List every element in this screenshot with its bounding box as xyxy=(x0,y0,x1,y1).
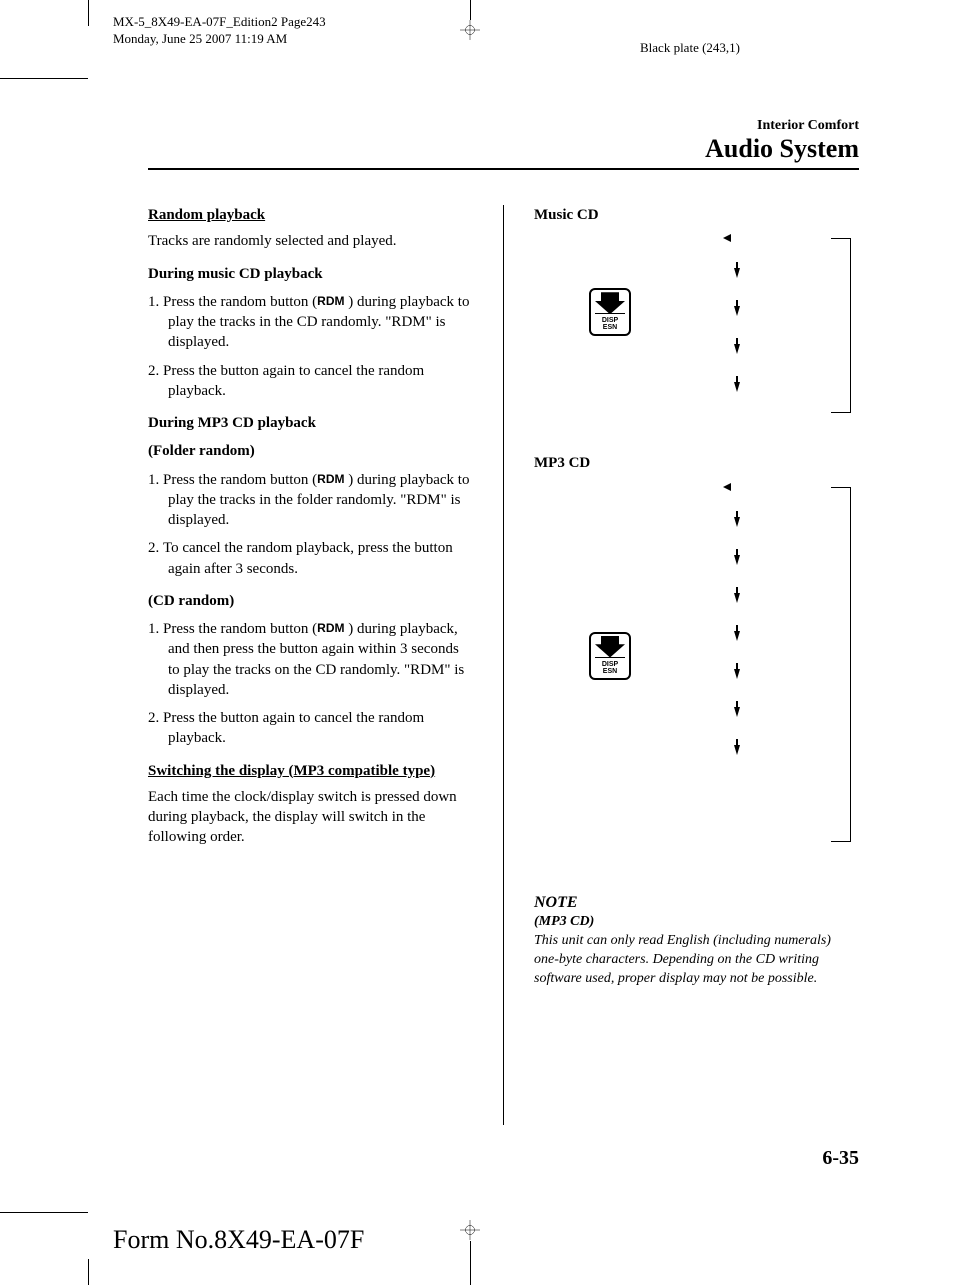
switching-display-body: Each time the clock/display switch is pr… xyxy=(148,787,473,848)
during-mp3-cd-heading: During MP3 CD playback xyxy=(148,413,473,433)
crop-mark-icon xyxy=(470,0,471,20)
during-music-cd-heading: During music CD playback xyxy=(148,264,473,284)
down-arrow-icon xyxy=(734,268,740,278)
crop-mark-icon xyxy=(470,1241,471,1285)
crop-mark-icon xyxy=(0,1212,88,1213)
down-arrow-icon xyxy=(734,382,740,392)
registration-mark-icon xyxy=(460,1220,480,1240)
down-arrow-icon xyxy=(734,707,740,717)
down-arrow-icon xyxy=(734,593,740,603)
rdm-button-label: RDM xyxy=(317,621,344,635)
down-arrow-icon xyxy=(734,669,740,679)
header-category: Interior Comfort xyxy=(705,118,859,134)
list-item: 2. To cancel the random playback, press … xyxy=(148,538,473,579)
header-title: Audio System xyxy=(705,134,859,164)
random-playback-heading: Random playback xyxy=(148,205,473,225)
registration-mark-icon xyxy=(460,20,480,40)
down-arrow-icon xyxy=(734,306,740,316)
music-cd-diagram: DISPESN xyxy=(534,233,859,433)
flow-arrows xyxy=(734,268,740,420)
note-body: This unit can only read English (includi… xyxy=(534,932,859,989)
disp-esn-button-icon: DISPESN xyxy=(589,632,631,680)
mp3-cd-label: MP3 CD xyxy=(534,453,859,473)
folder-random-heading: (Folder random) xyxy=(148,441,473,461)
crop-mark-icon xyxy=(88,0,89,26)
list-item: 2. Press the button again to cancel the … xyxy=(148,361,473,402)
right-column: Music CD DISPESN MP3 CD DISPESN NOTE (MP… xyxy=(534,205,859,1125)
cd-random-steps: 1. Press the random button (RDM ) during… xyxy=(148,619,473,749)
form-number: Form No.8X49-EA-07F xyxy=(113,1225,364,1255)
note-subtitle: (MP3 CD) xyxy=(534,913,859,932)
rdm-button-label: RDM xyxy=(317,472,344,486)
disp-esn-button-icon: DISPESN xyxy=(589,288,631,336)
flow-arrows xyxy=(734,517,740,783)
flow-bracket-icon xyxy=(731,487,851,842)
note-title: NOTE xyxy=(534,892,859,914)
mp3-cd-diagram: DISPESN xyxy=(534,482,859,872)
page-header: Interior Comfort Audio System xyxy=(705,118,859,164)
down-arrow-icon xyxy=(734,344,740,354)
column-divider xyxy=(503,205,504,1125)
rdm-button-label: RDM xyxy=(317,294,344,308)
random-intro: Tracks are randomly selected and played. xyxy=(148,231,473,251)
down-arrow-icon xyxy=(734,745,740,755)
down-arrow-icon xyxy=(734,631,740,641)
crop-mark-icon xyxy=(0,78,88,79)
print-mark-line1: MX-5_8X49-EA-07F_Edition2 Page243 xyxy=(113,14,326,31)
print-mark-line2: Monday, June 25 2007 11:19 AM xyxy=(113,31,326,48)
list-item: 2. Press the button again to cancel the … xyxy=(148,708,473,749)
print-mark: MX-5_8X49-EA-07F_Edition2 Page243 Monday… xyxy=(113,14,326,48)
note-block: NOTE (MP3 CD) This unit can only read En… xyxy=(534,892,859,989)
down-arrow-icon xyxy=(734,555,740,565)
switching-display-heading: Switching the display (MP3 compatible ty… xyxy=(148,761,473,781)
crop-mark-icon xyxy=(88,1259,89,1285)
header-rule xyxy=(148,168,859,170)
cd-random-heading: (CD random) xyxy=(148,591,473,611)
black-plate-label: Black plate (243,1) xyxy=(640,40,740,56)
flow-bracket-icon xyxy=(731,238,851,413)
music-cd-label: Music CD xyxy=(534,205,859,225)
list-item: 1. Press the random button (RDM ) during… xyxy=(148,619,473,700)
left-column: Random playback Tracks are randomly sele… xyxy=(148,205,473,1125)
down-arrow-icon xyxy=(734,517,740,527)
list-item: 1. Press the random button (RDM ) during… xyxy=(148,292,473,353)
folder-random-steps: 1. Press the random button (RDM ) during… xyxy=(148,470,473,579)
list-item: 1. Press the random button (RDM ) during… xyxy=(148,470,473,531)
page-number: 6-35 xyxy=(822,1147,859,1170)
music-cd-steps: 1. Press the random button (RDM ) during… xyxy=(148,292,473,401)
content-area: Random playback Tracks are randomly sele… xyxy=(148,205,859,1125)
